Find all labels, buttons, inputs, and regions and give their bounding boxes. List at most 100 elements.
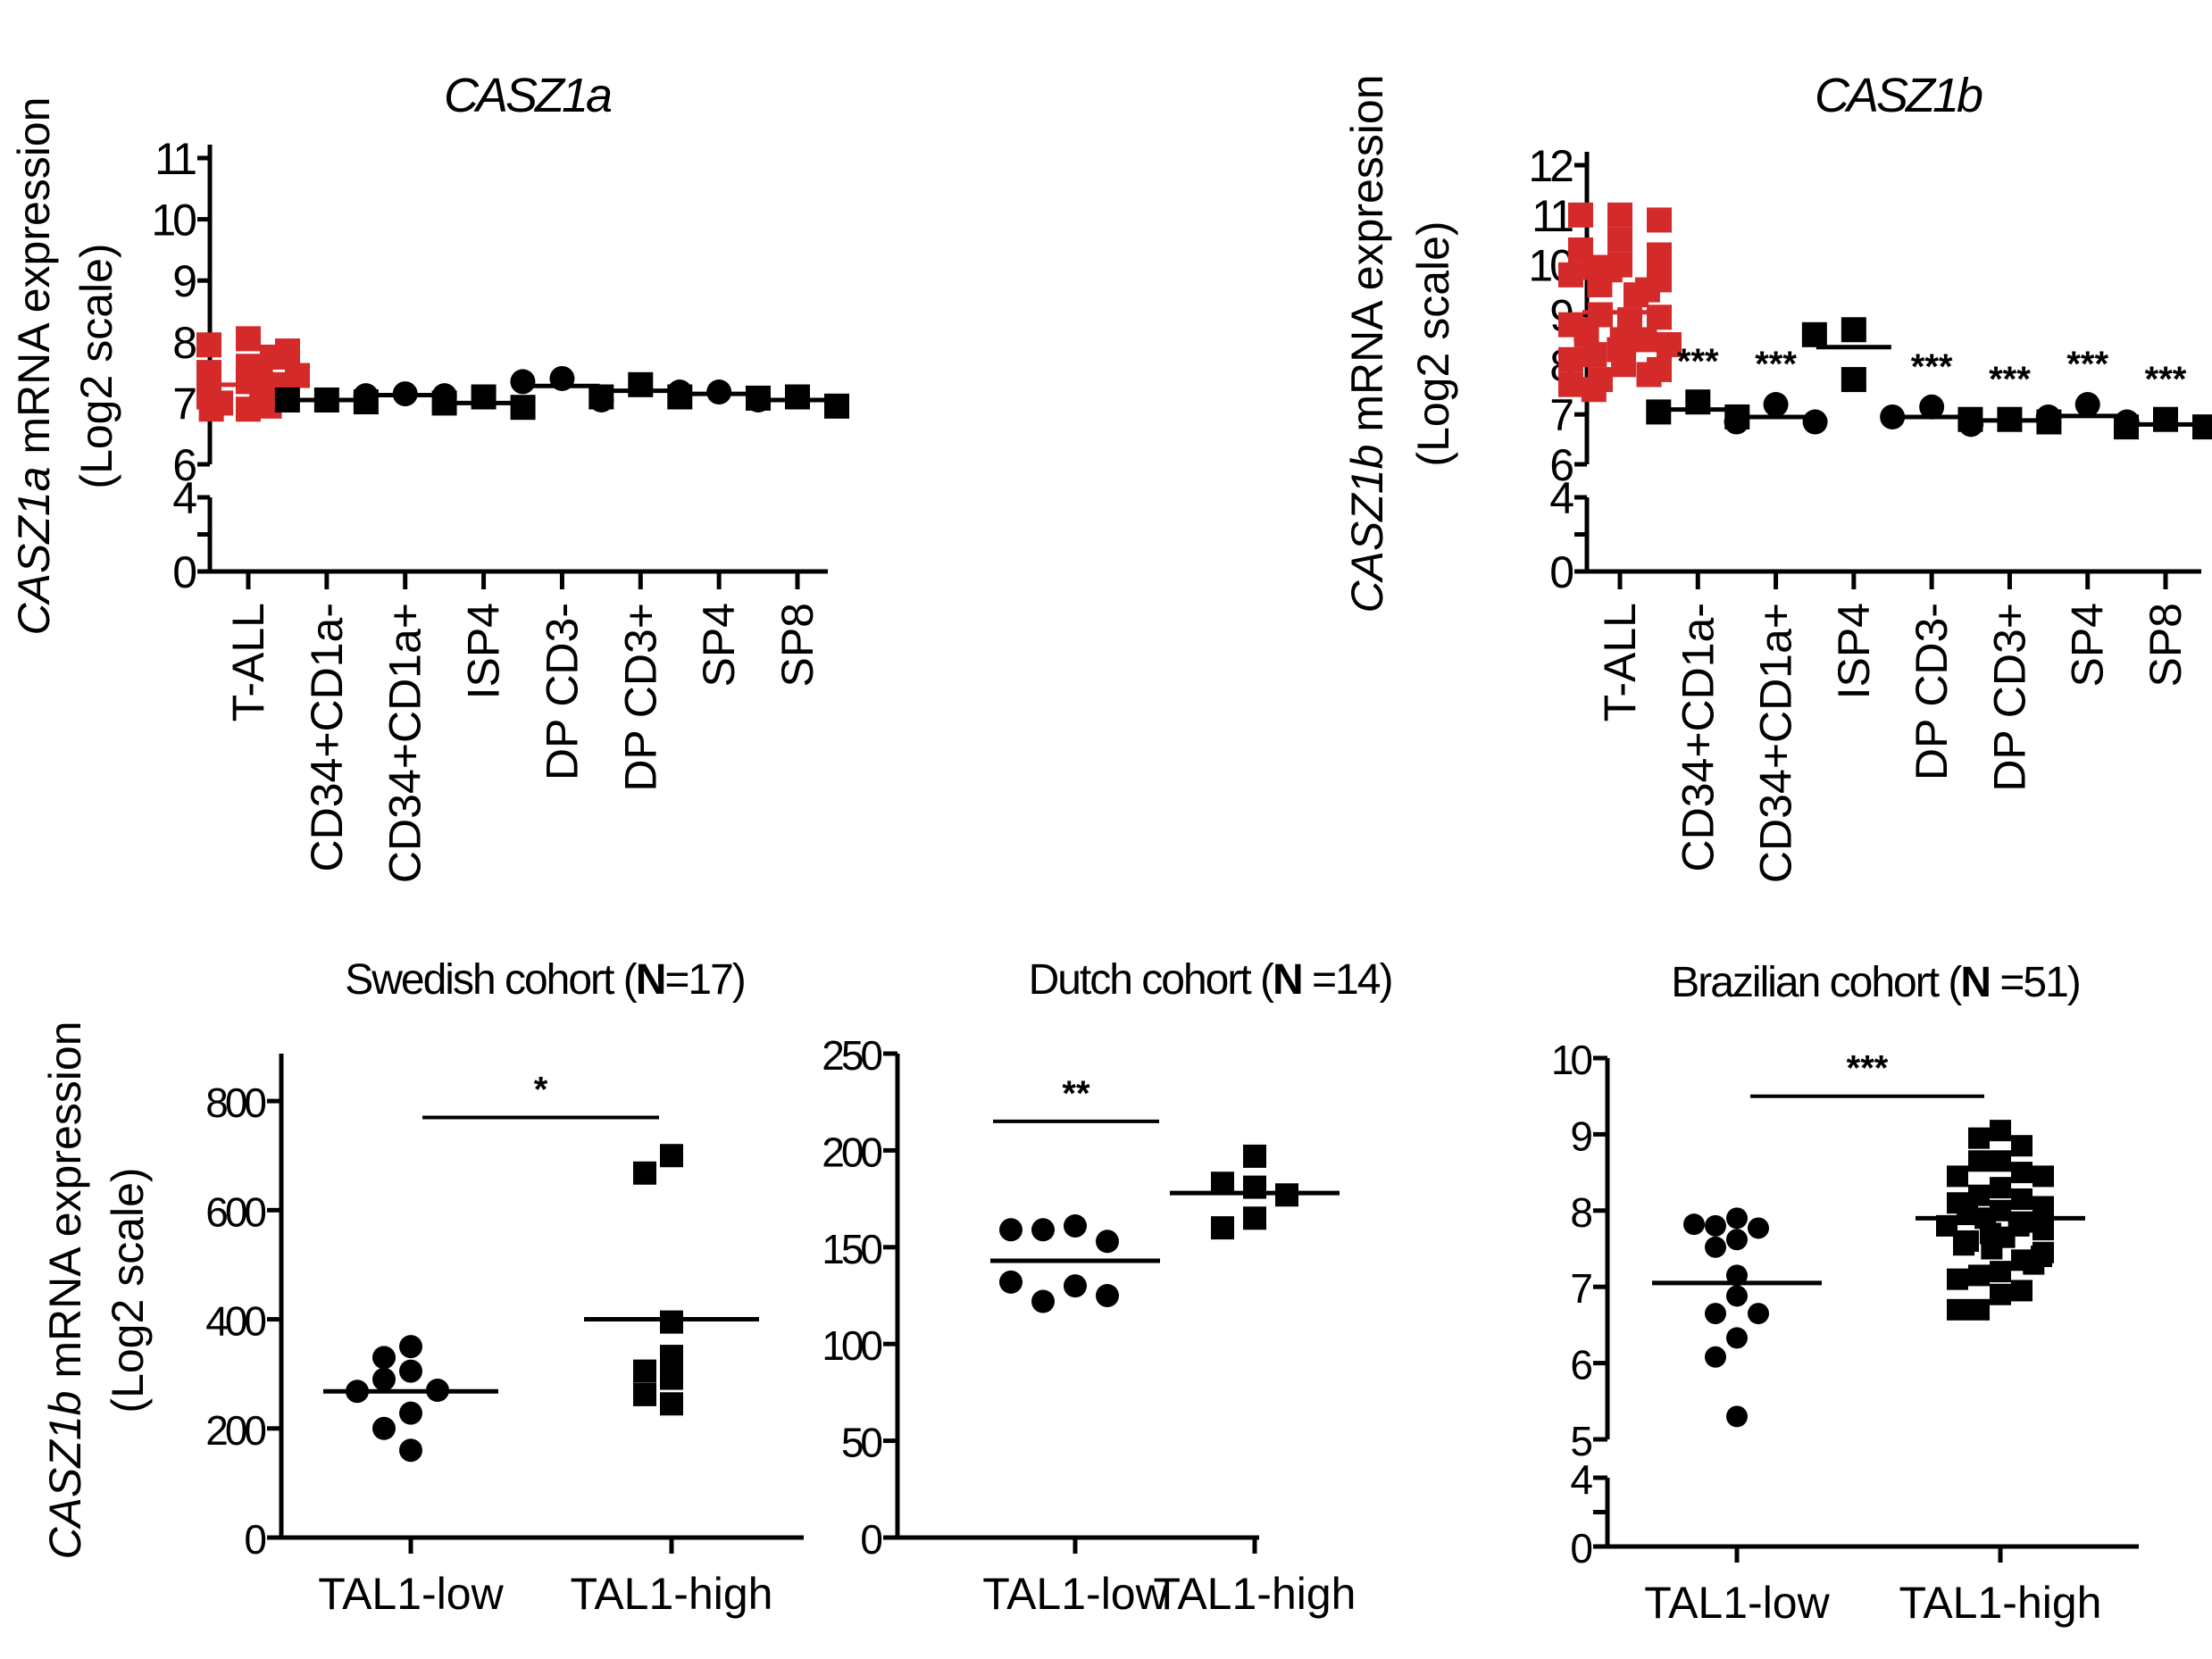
data-point — [1558, 372, 1583, 397]
data-point — [999, 1271, 1023, 1294]
title-main: Brazilian cohort ( — [1671, 959, 1962, 1006]
data-point — [1647, 243, 1672, 268]
y-tick-label: 400 — [205, 1298, 265, 1345]
x-tick-label: T-ALL — [1595, 603, 1645, 721]
y-tick-label: 9 — [172, 256, 196, 306]
y-tick-label: 250 — [822, 1032, 881, 1079]
data-point — [1243, 1206, 1266, 1230]
plot-area: 050100150200250TAL1-lowTAL1-high** — [822, 1032, 1356, 1619]
x-tick-label: ISP4 — [1829, 603, 1879, 699]
x-tick-label: TAL1-high — [571, 1569, 773, 1619]
data-point — [1990, 1284, 2011, 1305]
data-point — [1841, 367, 1866, 392]
plot-area: 567891004TAL1-low TAL1-high*** — [1551, 1037, 2139, 1628]
data-point — [372, 1368, 396, 1391]
y-axis-label: CASZ1b mRNA expression — [1342, 74, 1392, 613]
data-point — [399, 1402, 422, 1425]
data-point — [1632, 327, 1657, 352]
plot-area: 6789101104T-ALL CD34+CD1a- CD34+CD1a+ ISP4 D… — [151, 134, 849, 883]
y-axis-label-line2: (Log2 scale) — [1408, 221, 1458, 466]
panel-casz1a: CASZ1a CASZ1a mRNA expression (Log2 scal… — [9, 69, 849, 883]
significance-label: *** — [2145, 360, 2187, 399]
data-point — [2033, 1219, 2054, 1240]
plot-area: 0200400600800TAL1-low TAL1-high* — [205, 1054, 804, 1619]
x-tick-label: TAL1-high — [1899, 1578, 2102, 1628]
y-tick-label: 11 — [154, 134, 196, 184]
data-point — [1705, 1303, 1726, 1324]
data-point — [1981, 1238, 2002, 1260]
x-tick-label: TAL1-low — [1644, 1578, 1830, 1628]
significance-label: *** — [2066, 345, 2108, 384]
x-tick-label: SP4 — [694, 603, 744, 688]
data-point — [2011, 1188, 2033, 1210]
significance-label: *** — [1677, 342, 1719, 381]
data-point — [1968, 1264, 1990, 1286]
y-tick-label: 4 — [1549, 473, 1573, 523]
data-point — [2075, 392, 2100, 417]
panel-casz1b: CASZ1b CASZ1b mRNA expression (Log2 scal… — [1342, 69, 2212, 883]
y-tick-label: 200 — [205, 1407, 265, 1454]
data-point — [372, 1346, 396, 1369]
data-point — [633, 1162, 656, 1185]
data-point — [628, 372, 653, 397]
panel-brazilian: Brazilian cohort (N =51) 567891004TAL1-l… — [1551, 959, 2139, 1628]
data-point — [1064, 1214, 1087, 1238]
x-tick-label: DP CD3+ — [1984, 603, 2034, 792]
y-tick-label: 7 — [1570, 1265, 1591, 1312]
data-point — [1096, 1230, 1119, 1253]
x-tick-label: DP CD3+ — [615, 603, 665, 792]
chart-title: CASZ1b — [1815, 69, 1982, 122]
data-point — [1646, 399, 1671, 424]
data-point — [660, 1345, 683, 1368]
data-point — [236, 396, 261, 421]
y-tick-label: 800 — [205, 1080, 265, 1126]
y-tick-label: 0 — [172, 547, 196, 597]
chart-title: CASZ1a — [444, 69, 612, 122]
data-point — [1990, 1120, 2011, 1141]
data-point — [2114, 414, 2139, 439]
data-point — [2011, 1162, 2033, 1183]
data-point — [2011, 1280, 2033, 1301]
y-tick-label: 10 — [151, 196, 196, 246]
x-tick-label: CD34+CD1a- — [1673, 603, 1723, 872]
y-tick-label: 7 — [172, 379, 196, 429]
x-tick-label: ISP4 — [459, 603, 509, 699]
data-point — [472, 385, 497, 410]
data-point — [1647, 207, 1672, 232]
data-point — [1558, 347, 1583, 372]
y-tick-label: 100 — [822, 1322, 881, 1369]
significance-label: *** — [1755, 345, 1797, 384]
data-point — [1705, 1237, 1726, 1258]
data-point — [633, 1383, 656, 1406]
panel-dutch: Dutch cohort (N =14) 050100150200250TAL1… — [822, 956, 1391, 1619]
y-tick-label: 0 — [1570, 1525, 1591, 1571]
data-point — [1582, 377, 1607, 402]
data-point — [1947, 1269, 1968, 1290]
data-point — [1096, 1284, 1119, 1307]
data-point — [1726, 1285, 1748, 1306]
data-point — [1947, 1165, 1968, 1187]
data-point — [633, 1360, 656, 1383]
y-axis-label: CASZ1b mRNA expression — [40, 1021, 90, 1559]
y-tick-label: 10 — [1551, 1037, 1592, 1083]
title-n: N — [1960, 959, 1990, 1006]
data-point — [1726, 1327, 1748, 1348]
x-tick-label: TAL1-low — [318, 1569, 504, 1619]
title-n: N — [1273, 956, 1302, 1004]
data-point — [660, 1392, 683, 1415]
data-point — [1947, 1299, 1968, 1321]
data-point — [999, 1218, 1023, 1241]
data-point — [2192, 414, 2212, 439]
data-point — [1637, 363, 1662, 388]
significance-label: * — [534, 1070, 548, 1109]
y-tick-label: 0 — [860, 1516, 881, 1563]
title-main: Dutch cohort ( — [1029, 956, 1274, 1004]
data-point — [588, 385, 614, 410]
data-point — [1748, 1303, 1769, 1324]
x-tick-label: CD34+CD1a+ — [380, 603, 430, 883]
data-point — [1705, 1346, 1726, 1368]
data-point — [1803, 410, 1828, 435]
title-tail: =51) — [1990, 959, 2080, 1006]
data-point — [510, 369, 535, 394]
y-tick-label: 50 — [841, 1420, 882, 1466]
